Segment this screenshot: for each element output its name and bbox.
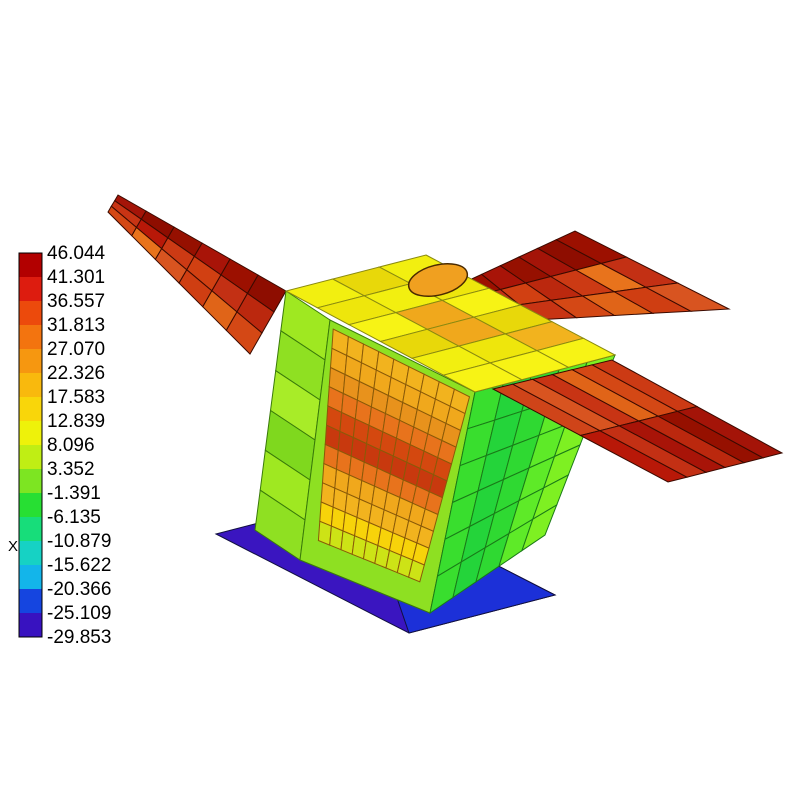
svg-text:-25.109: -25.109 (47, 603, 111, 624)
svg-text:46.044: 46.044 (47, 243, 106, 264)
svg-text:-29.853: -29.853 (47, 627, 111, 648)
svg-text:-6.135: -6.135 (47, 507, 101, 528)
svg-text:12.839: 12.839 (47, 411, 105, 432)
svg-text:-15.622: -15.622 (47, 555, 111, 576)
svg-text:27.070: 27.070 (47, 339, 105, 360)
svg-text:17.583: 17.583 (47, 387, 105, 408)
svg-text:36.557: 36.557 (47, 291, 105, 312)
svg-text:22.326: 22.326 (47, 363, 105, 384)
svg-text:-20.366: -20.366 (47, 579, 111, 600)
svg-text:41.301: 41.301 (47, 267, 105, 288)
svg-text:-1.391: -1.391 (47, 483, 101, 504)
svg-text:X: X (8, 538, 18, 555)
svg-text:8.096: 8.096 (47, 435, 95, 456)
svg-text:-10.879: -10.879 (47, 531, 111, 552)
svg-text:3.352: 3.352 (47, 459, 95, 480)
svg-text:31.813: 31.813 (47, 315, 105, 336)
